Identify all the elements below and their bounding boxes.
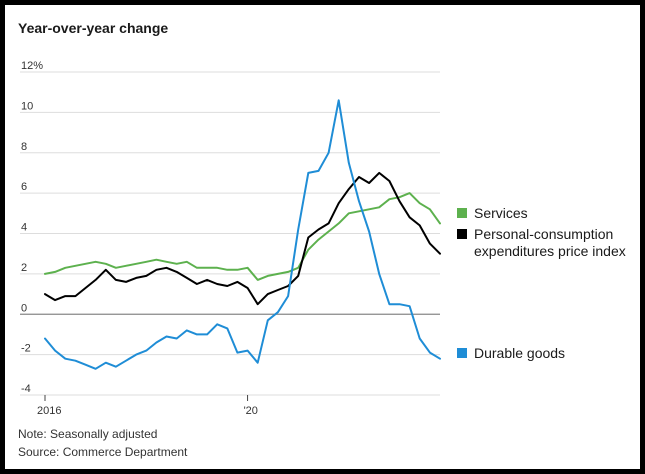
legend: Services Personal-consumption expenditur… <box>457 205 626 361</box>
line-chart: 12% 10 8 6 4 2 0 -2 -4 2016 '20 Services Personal… <box>20 60 626 417</box>
x-tick-label: 2016 <box>37 405 61 417</box>
x-tick-label: '20 <box>244 405 258 417</box>
series-line-durable <box>44 99 441 370</box>
legend-swatch-pce <box>457 229 467 239</box>
y-tick-label: 6 <box>21 181 27 193</box>
y-tick-label: 2 <box>21 262 27 274</box>
y-tick-label: -2 <box>21 343 31 355</box>
y-tick-label: 4 <box>21 222 27 234</box>
y-axis-ticks: 12% 10 8 6 4 2 0 -2 -4 <box>21 60 43 395</box>
chart-notes: Note: Seasonally adjusted Source: Commer… <box>18 425 187 461</box>
legend-label-durable: Durable goods <box>474 345 565 361</box>
legend-label-services: Services <box>474 205 528 221</box>
series-line-services <box>44 192 441 281</box>
source-text: Source: Commerce Department <box>18 445 188 459</box>
y-tick-label: 0 <box>21 302 27 314</box>
y-tick-label: 8 <box>21 141 27 153</box>
y-tick-label: 10 <box>21 100 33 112</box>
chart-title: Year-over-year change <box>18 20 169 36</box>
legend-label-pce-line2: expenditures price index <box>474 243 626 259</box>
x-axis-ticks: 2016 '20 <box>37 395 258 417</box>
note-text: Note: Seasonally adjusted <box>18 427 158 441</box>
y-tick-label: 12% <box>21 60 43 72</box>
legend-label-pce-line1: Personal-consumption <box>474 226 613 242</box>
y-tick-label: -4 <box>21 383 31 395</box>
grid-lines <box>20 71 440 396</box>
legend-swatch-services <box>457 208 467 218</box>
series-lines <box>44 99 441 370</box>
legend-swatch-durable <box>457 348 467 358</box>
series-line-personalconsumption <box>44 171 441 306</box>
